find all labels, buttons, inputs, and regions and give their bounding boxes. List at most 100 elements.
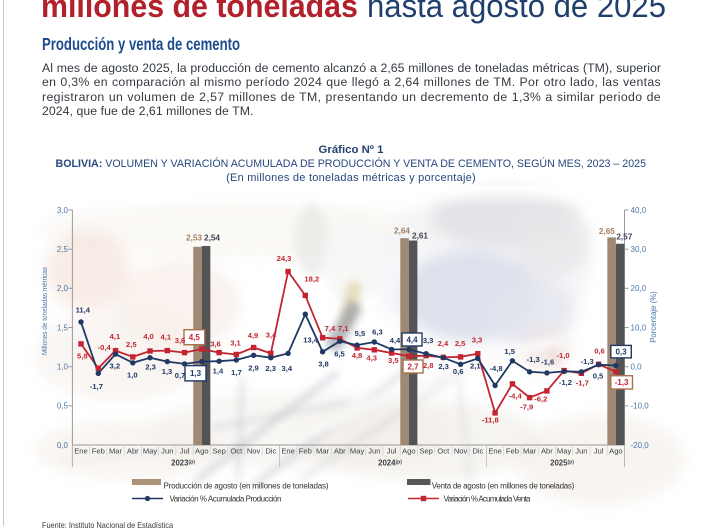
svg-text:Feb: Feb xyxy=(506,447,519,456)
svg-text:Ene: Ene xyxy=(74,447,88,456)
svg-text:-1,7: -1,7 xyxy=(576,379,589,388)
svg-text:Ago: Ago xyxy=(402,447,416,456)
svg-text:2,3: 2,3 xyxy=(438,362,449,371)
svg-text:Jul: Jul xyxy=(594,447,604,456)
svg-text:-1,2: -1,2 xyxy=(559,378,572,387)
svg-text:6,5: 6,5 xyxy=(334,350,345,359)
svg-text:Mar: Mar xyxy=(109,447,123,456)
svg-text:Abr: Abr xyxy=(541,447,553,456)
svg-text:2025(p): 2025(p) xyxy=(550,459,574,468)
svg-text:4,8: 4,8 xyxy=(352,351,363,360)
svg-text:-20,0: -20,0 xyxy=(631,441,650,450)
svg-text:Sep: Sep xyxy=(212,447,226,456)
svg-text:0,3: 0,3 xyxy=(615,348,627,357)
svg-text:Ago: Ago xyxy=(609,447,623,456)
svg-text:5,5: 5,5 xyxy=(355,329,366,338)
svg-text:3,8: 3,8 xyxy=(318,359,329,368)
svg-text:2,61: 2,61 xyxy=(412,232,428,241)
svg-text:2,65: 2,65 xyxy=(599,227,615,236)
svg-text:0,0: 0,0 xyxy=(57,441,69,450)
svg-text:Producción de agosto (en millo: Producción de agosto (en millones de ton… xyxy=(164,481,329,490)
svg-text:0,6: 0,6 xyxy=(453,367,464,376)
svg-text:-4,4: -4,4 xyxy=(509,392,523,401)
svg-text:2,5: 2,5 xyxy=(126,340,137,349)
svg-text:1,5: 1,5 xyxy=(504,347,515,356)
svg-text:Jul: Jul xyxy=(387,447,397,456)
svg-text:0,0: 0,0 xyxy=(631,363,643,372)
svg-text:Jun: Jun xyxy=(575,447,587,456)
svg-text:Abr: Abr xyxy=(334,447,346,456)
svg-text:2,5: 2,5 xyxy=(57,245,69,254)
svg-text:1,3: 1,3 xyxy=(190,369,202,378)
svg-text:2,4: 2,4 xyxy=(438,339,449,348)
svg-text:3,1: 3,1 xyxy=(230,338,241,347)
svg-text:Abr: Abr xyxy=(127,447,139,456)
svg-text:Nov: Nov xyxy=(454,447,468,456)
svg-text:Variación % Acumulada Producci: Variación % Acumulada Producción xyxy=(170,494,282,503)
svg-text:2,53: 2,53 xyxy=(186,234,202,243)
svg-text:Porcentaje (%): Porcentaje (%) xyxy=(649,291,658,343)
svg-text:3,4: 3,4 xyxy=(266,331,277,340)
svg-text:Mar: Mar xyxy=(523,447,537,456)
svg-text:Sep: Sep xyxy=(419,447,433,456)
svg-text:4,0: 4,0 xyxy=(143,332,154,341)
svg-text:6,3: 6,3 xyxy=(372,328,383,337)
svg-text:3,6: 3,6 xyxy=(210,340,221,349)
svg-text:0,5: 0,5 xyxy=(57,402,69,411)
svg-text:Dic: Dic xyxy=(265,447,276,456)
svg-text:May: May xyxy=(143,447,158,456)
svg-text:4,1: 4,1 xyxy=(161,333,172,342)
svg-text:1,3: 1,3 xyxy=(162,367,173,376)
svg-text:-1,6: -1,6 xyxy=(541,357,554,366)
svg-text:30,0: 30,0 xyxy=(631,245,647,254)
svg-text:2,64: 2,64 xyxy=(394,226,410,235)
svg-text:Ene: Ene xyxy=(488,447,502,456)
svg-text:2,7: 2,7 xyxy=(407,362,419,371)
svg-text:Millones de toneladas métricas: Millones de toneladas métricas xyxy=(40,267,49,355)
svg-text:2,3: 2,3 xyxy=(265,364,276,373)
svg-text:-4,8: -4,8 xyxy=(489,364,502,373)
svg-text:3,3: 3,3 xyxy=(472,336,483,345)
svg-text:2,1: 2,1 xyxy=(470,362,481,371)
svg-text:-6,2: -6,2 xyxy=(534,394,547,403)
svg-text:-0,4: -0,4 xyxy=(98,343,112,352)
svg-text:1,0: 1,0 xyxy=(127,371,138,380)
svg-text:4,9: 4,9 xyxy=(248,331,259,340)
svg-text:2023(p): 2023(p) xyxy=(171,459,195,468)
svg-text:3,5: 3,5 xyxy=(388,356,399,365)
svg-text:-1,3: -1,3 xyxy=(615,378,629,387)
svg-text:2,0: 2,0 xyxy=(57,284,69,293)
svg-text:Dic: Dic xyxy=(472,447,483,456)
svg-text:-1,0: -1,0 xyxy=(556,351,569,360)
svg-text:2024(p): 2024(p) xyxy=(378,459,402,468)
svg-text:11,4: 11,4 xyxy=(76,306,91,315)
svg-text:Venta de agosto (en millones d: Venta de agosto (en millones de tonelada… xyxy=(432,481,575,490)
svg-text:4,5: 4,5 xyxy=(189,333,201,342)
svg-text:0,5: 0,5 xyxy=(593,371,604,380)
svg-text:Jun: Jun xyxy=(161,447,173,456)
svg-text:-1,7: -1,7 xyxy=(90,382,103,391)
svg-text:May: May xyxy=(350,447,365,456)
svg-text:7,4: 7,4 xyxy=(325,324,336,333)
svg-text:3,0: 3,0 xyxy=(57,206,69,215)
svg-text:18,2: 18,2 xyxy=(304,275,319,284)
svg-text:4,1: 4,1 xyxy=(110,332,121,341)
svg-text:2,9: 2,9 xyxy=(248,363,259,372)
svg-text:1,7: 1,7 xyxy=(231,368,242,377)
svg-text:-7,9: -7,9 xyxy=(520,403,533,412)
svg-text:-11,8: -11,8 xyxy=(482,416,499,425)
svg-text:Mar: Mar xyxy=(316,447,330,456)
svg-text:May: May xyxy=(557,447,572,456)
svg-text:Jun: Jun xyxy=(368,447,380,456)
svg-text:1,0: 1,0 xyxy=(57,363,69,372)
svg-text:2,5: 2,5 xyxy=(455,339,466,348)
svg-text:3,4: 3,4 xyxy=(282,364,293,373)
svg-text:10,0: 10,0 xyxy=(631,323,647,332)
svg-text:4,4: 4,4 xyxy=(406,335,418,344)
svg-text:5,8: 5,8 xyxy=(77,352,88,361)
svg-text:3,6: 3,6 xyxy=(175,336,186,345)
svg-text:-1,3: -1,3 xyxy=(527,355,540,364)
svg-text:24,3: 24,3 xyxy=(277,254,292,263)
svg-text:7,1: 7,1 xyxy=(338,324,349,333)
svg-text:0,6: 0,6 xyxy=(594,347,605,356)
